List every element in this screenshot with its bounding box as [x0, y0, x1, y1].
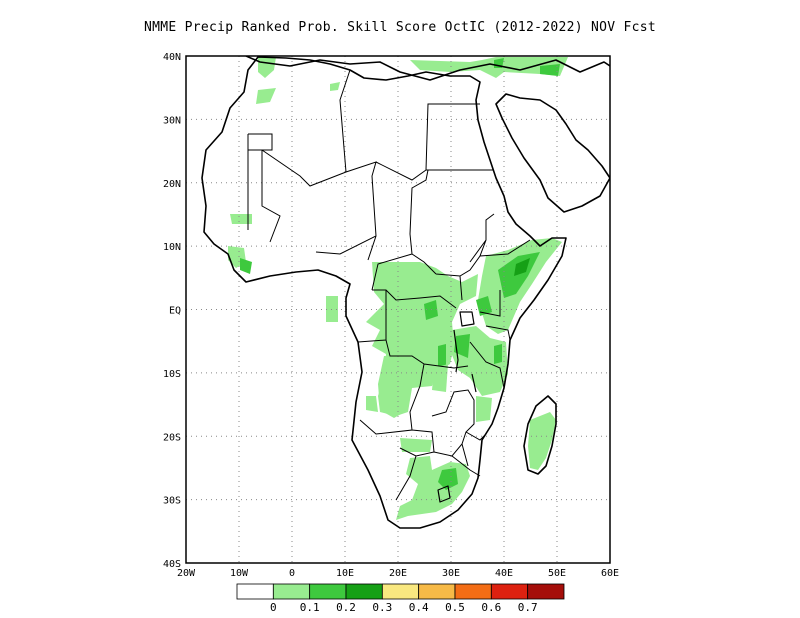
- colorbar-label: 0.6: [481, 601, 501, 614]
- skill-region-southern-africa: [396, 456, 470, 520]
- lon-tick-label: 40E: [495, 568, 513, 579]
- madagascar-coastline: [523, 395, 557, 475]
- colorbar-swatch: [418, 583, 456, 600]
- colorbar-label: 0.3: [372, 601, 392, 614]
- colorbar-label: 0: [270, 601, 277, 614]
- colorbar-label: 0.7: [518, 601, 538, 614]
- colorbar-swatch: [527, 583, 565, 600]
- map-title: NMME Precip Ranked Prob. Skill Score Oct…: [144, 20, 656, 35]
- longitude-tick-labels: 20W 10W 0 10E 20E 30E 40E 50E 60E: [177, 568, 619, 579]
- lon-tick-label: 10E: [336, 568, 354, 579]
- lat-tick-label: 20N: [163, 179, 181, 190]
- map-frame: [185, 55, 611, 564]
- lake-malawi: [471, 373, 477, 393]
- skill-region-morocco: [258, 57, 276, 78]
- lon-tick-label: 30E: [442, 568, 460, 579]
- lat-tick-label: 30S: [163, 496, 181, 507]
- colorbar-swatch: [381, 583, 420, 600]
- colorbar-swatch: [309, 583, 347, 600]
- skill-region-south-africa-deep: [438, 468, 458, 490]
- lesotho-border: [437, 485, 451, 503]
- skill-region-libya-coast: [410, 57, 568, 78]
- country-borders: [247, 69, 531, 501]
- latitude-tick-labels: 40N 30N 20N 10N EQ 10S 20S 30S 40S: [163, 52, 181, 570]
- skill-region-mozambique-south: [476, 396, 492, 422]
- skill-region-horn-deepest: [514, 258, 530, 276]
- lat-tick-label: 40S: [163, 559, 181, 570]
- skill-region-algeria-coast: [330, 82, 340, 91]
- arabia-coastline: [495, 93, 610, 213]
- skill-region-congo-deep: [438, 344, 446, 368]
- colorbar-swatch: [454, 583, 492, 600]
- skill-region-horn-deep: [498, 252, 540, 298]
- lon-tick-label: 10W: [230, 568, 249, 579]
- skill-region-zambia: [432, 364, 448, 392]
- skill-region-angola: [378, 356, 412, 418]
- skill-region-liberia: [240, 258, 252, 274]
- europe-coastline: [245, 56, 610, 81]
- lon-tick-label: 20E: [389, 568, 407, 579]
- lon-tick-label: 20W: [177, 568, 196, 579]
- skill-region-madagascar: [528, 412, 556, 470]
- lon-tick-label: 60E: [601, 568, 619, 579]
- lat-tick-label: 10S: [163, 369, 181, 380]
- skill-region-tanzania-deep: [454, 334, 470, 358]
- skill-region-kenya-deep: [476, 296, 492, 316]
- lat-tick-label: 10N: [163, 242, 181, 253]
- colorbar-label: 0.2: [336, 601, 356, 614]
- skill-region-namibia: [400, 438, 432, 452]
- skill-region-egypt-coast: [540, 64, 560, 76]
- skill-region-mozambique-deep: [494, 344, 502, 364]
- colorbar-swatch: [236, 583, 274, 600]
- colorbar-label: 0.5: [445, 601, 465, 614]
- lake-victoria: [459, 311, 475, 327]
- colorbar-swatch: [272, 583, 311, 600]
- skill-region-morocco-south: [256, 88, 276, 104]
- lat-lon-grid: [186, 56, 610, 563]
- africa-coastline: [201, 56, 567, 529]
- colorbar-swatch: [490, 583, 529, 600]
- coastlines: [201, 56, 610, 529]
- skill-shading: [228, 57, 568, 520]
- colorbar-label: 0.1: [300, 601, 320, 614]
- colorbar: 0 0.1 0.2 0.3 0.4 0.5 0.6 0.7: [236, 583, 565, 614]
- lat-tick-label: 30N: [163, 115, 181, 126]
- skill-region-mauritania: [230, 214, 252, 224]
- lon-tick-label: 50E: [548, 568, 566, 579]
- colorbar-label: 0.4: [409, 601, 429, 614]
- colorbar-swatch: [345, 583, 383, 600]
- lat-tick-label: EQ: [169, 306, 181, 317]
- lon-tick-label: 0: [289, 568, 295, 579]
- skill-region-angola-coast: [366, 396, 378, 412]
- lat-tick-label: 40N: [163, 52, 181, 63]
- lat-tick-label: 20S: [163, 432, 181, 443]
